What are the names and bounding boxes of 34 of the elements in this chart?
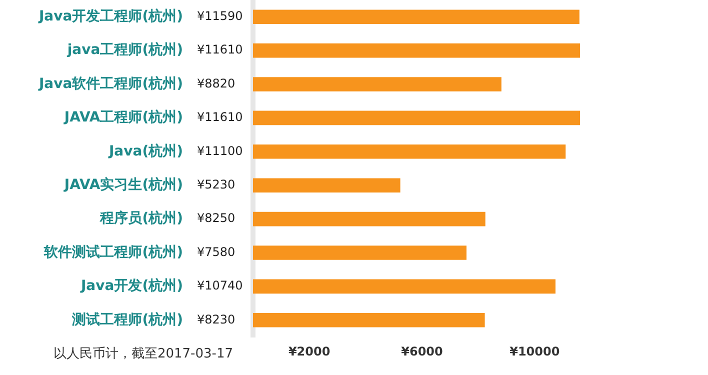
y-tick-label: JAVA实习生(杭州) bbox=[63, 176, 183, 193]
bar bbox=[253, 77, 502, 92]
data-label: ¥11610 bbox=[197, 42, 243, 57]
y-tick-label: Java软件工程师(杭州) bbox=[38, 74, 183, 92]
y-tick-label: 测试工程师(杭州) bbox=[71, 310, 183, 328]
y-tick-label: Java(杭州) bbox=[108, 142, 183, 160]
bar bbox=[253, 10, 580, 24]
y-tick-label: JAVA工程师(杭州) bbox=[63, 108, 183, 126]
data-label: ¥5230 bbox=[197, 177, 236, 192]
data-label: ¥8230 bbox=[197, 312, 236, 326]
x-tick-label: ¥10000 bbox=[510, 344, 560, 358]
text: 以人民币计，截至2017-03-17 bbox=[53, 346, 233, 362]
y-tick-label: 程序员(杭州) bbox=[99, 210, 183, 227]
data-label: ¥7580 bbox=[197, 244, 236, 259]
x-tick-label: ¥2000 bbox=[288, 344, 330, 358]
data-label: ¥10740 bbox=[197, 278, 243, 293]
bar bbox=[253, 178, 400, 193]
data-label: ¥11610 bbox=[197, 110, 243, 124]
data-label: ¥11100 bbox=[197, 144, 243, 158]
x-tick-label: ¥6000 bbox=[401, 344, 443, 358]
data-label: ¥8250 bbox=[197, 211, 236, 226]
bar bbox=[253, 279, 556, 294]
y-tick-label: 软件测试工程师(杭州) bbox=[43, 243, 183, 260]
bar bbox=[253, 312, 485, 328]
bar bbox=[253, 212, 486, 226]
data-label: ¥11590 bbox=[197, 8, 243, 23]
data-label: ¥8820 bbox=[197, 76, 236, 90]
bar bbox=[253, 144, 566, 159]
bar bbox=[253, 43, 580, 58]
bar bbox=[253, 110, 580, 126]
y-tick-label: Java开发(杭州) bbox=[80, 277, 183, 294]
bar bbox=[253, 246, 466, 260]
y-tick-label: Java开发工程师(杭州) bbox=[38, 7, 183, 24]
y-tick-label: java工程师(杭州) bbox=[66, 41, 183, 58]
